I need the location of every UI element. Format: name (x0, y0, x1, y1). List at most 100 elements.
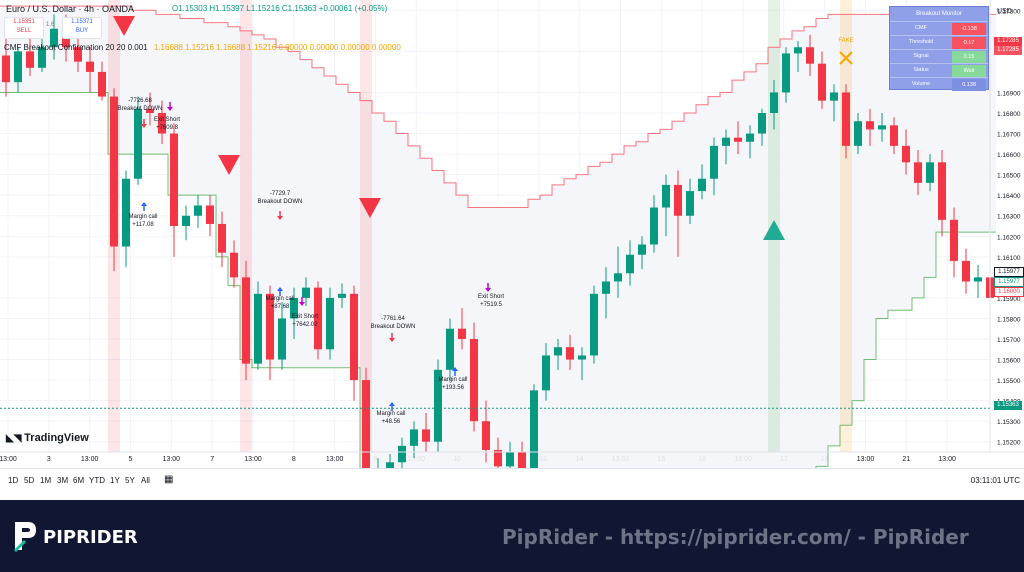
candle-body (710, 145, 718, 179)
candle-body (14, 51, 22, 83)
timeframe-ytd[interactable]: YTD (89, 476, 105, 485)
time-tick-label: 3 (47, 456, 51, 463)
trade-arrow-icon (277, 216, 283, 220)
timeframe-3m[interactable]: 3M (57, 476, 69, 485)
breakout-monitor-title: Breakout Monitor (916, 11, 962, 17)
trade-arrow-icon (485, 288, 491, 292)
spread-value: 1.6 (46, 22, 55, 28)
trade-annotation: Margin call (376, 411, 405, 417)
fake-cross-icon (839, 51, 853, 65)
breakout-down-highlight (240, 0, 252, 452)
trade-annotation: -7761.64 (381, 316, 405, 322)
monitor-value: Wait (952, 65, 986, 77)
tradingview-logo[interactable]: ◣◥ TradingView (6, 432, 89, 444)
breakout-down-marker (113, 16, 135, 36)
candle-body (386, 462, 394, 468)
price-tick-label: 1.16400 (997, 193, 1021, 200)
timeframe-5y[interactable]: 5Y (125, 476, 135, 485)
trade-annotation: -7726.68 (128, 98, 152, 104)
price-tick-label: 1.17300 (997, 8, 1021, 15)
timeframe-1m[interactable]: 1M (40, 476, 52, 485)
footer-banner: PIPRIDER PipRider - https://piprider.com… (0, 500, 1024, 572)
candle-body (74, 47, 82, 62)
trade-arrow-icon (141, 202, 147, 206)
buy-label: BUY (75, 28, 89, 34)
candle-body (98, 71, 106, 97)
monitor-row: CMF -0.138 (890, 21, 988, 36)
price-tick-label: 1.15200 (997, 440, 1021, 447)
trade-annotation: +87.68 (271, 304, 290, 310)
time-tick-label: 13:00 (326, 456, 344, 463)
candle-body (50, 28, 58, 48)
trade-arrow-icon (389, 402, 395, 406)
candle-body (398, 445, 406, 463)
tradingview-wordmark: TradingView (24, 432, 89, 444)
monitor-row: Signal 0.15 (890, 49, 988, 64)
symbol-title[interactable]: Euro / U.S. Dollar · 4h · OANDA (6, 4, 135, 14)
candle-body (290, 297, 298, 319)
candle-body (494, 449, 502, 467)
price-tick-label: 1.15900 (997, 296, 1021, 303)
candle-body (458, 328, 466, 339)
sell-label: SELL (16, 28, 32, 34)
calendar-icon[interactable]: ▦ (164, 474, 174, 485)
brand-name: PIPRIDER (43, 527, 138, 548)
trade-arrow-icon (141, 124, 147, 128)
candle-body (830, 92, 838, 101)
candle-body (578, 355, 586, 360)
timeframe-1y[interactable]: 1Y (110, 476, 120, 485)
buy-price: 1.15371 (71, 19, 93, 25)
candle-body (950, 219, 958, 261)
candle-body (914, 162, 922, 183)
price-chart[interactable]: 1.173001.171001.169001.168001.167001.166… (0, 0, 1024, 468)
candle-body (422, 429, 430, 442)
candle-body (410, 429, 418, 446)
candle-body (446, 328, 454, 370)
candle-body (506, 452, 514, 467)
candle-body (230, 252, 238, 278)
candle-body (746, 133, 754, 142)
candle-body (158, 113, 166, 134)
price-tick-label: 1.16100 (997, 255, 1021, 262)
time-tick-label: 13:00 (163, 456, 181, 463)
price-label: 1.17285 (994, 37, 1022, 46)
price-label: 1.17285 (994, 46, 1022, 55)
price-tick-label: 1.15700 (997, 337, 1021, 344)
price-tick-label: 1.15500 (997, 378, 1021, 385)
candle-body (926, 162, 934, 183)
candle-body (530, 390, 538, 468)
time-tick-label: 13:00 (938, 456, 956, 463)
timeframe-1d[interactable]: 1D (8, 476, 19, 485)
bottom-toolbar: 1D 5D 1M 3M 6M YTD 1Y 5Y All ▦ 03:11:01 … (0, 468, 1024, 491)
indicator-legend[interactable]: CMF Breakout Confirmation 20 20 0.001 1.… (4, 43, 401, 52)
time-tick-label: 5 (129, 456, 133, 463)
sell-button[interactable]: 1.15351 SELL (4, 17, 44, 39)
candle-body (794, 47, 802, 54)
lower-band-line (0, 91, 996, 468)
candle-body (122, 178, 130, 247)
timeframe-6m[interactable]: 6M (73, 476, 85, 485)
candle-body (302, 287, 310, 298)
candle-body (770, 92, 778, 113)
time-tick-label: 13:00 (81, 456, 99, 463)
time-tick-label: 13:00 (0, 456, 17, 463)
candle-body (566, 347, 574, 360)
trade-annotation: Exit Short (154, 117, 180, 123)
candle-body (86, 61, 94, 72)
monitor-row: Volume 0.138 (890, 77, 988, 92)
candle-body (182, 215, 190, 226)
candle-body (338, 293, 346, 298)
utc-clock[interactable]: 03:11:01 UTC (970, 476, 1020, 485)
buy-button[interactable]: 1.15371 BUY (62, 17, 102, 39)
candle-body (782, 53, 790, 93)
candle-body (890, 125, 898, 146)
timeframe-5d[interactable]: 5D (24, 476, 35, 485)
candle-body (266, 293, 274, 360)
candle-body (482, 421, 490, 450)
time-tick-label: 21 (902, 456, 910, 463)
candle-body (614, 273, 622, 282)
price-tick-label: 1.16900 (997, 90, 1021, 97)
timeframe-all[interactable]: All (141, 476, 150, 485)
candle-body (734, 137, 742, 142)
trade-annotation: +7609.8 (156, 125, 179, 131)
